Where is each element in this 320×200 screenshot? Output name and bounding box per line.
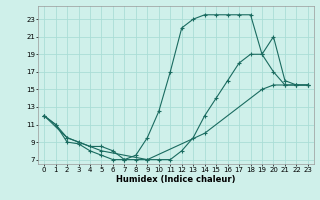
X-axis label: Humidex (Indice chaleur): Humidex (Indice chaleur) <box>116 175 236 184</box>
